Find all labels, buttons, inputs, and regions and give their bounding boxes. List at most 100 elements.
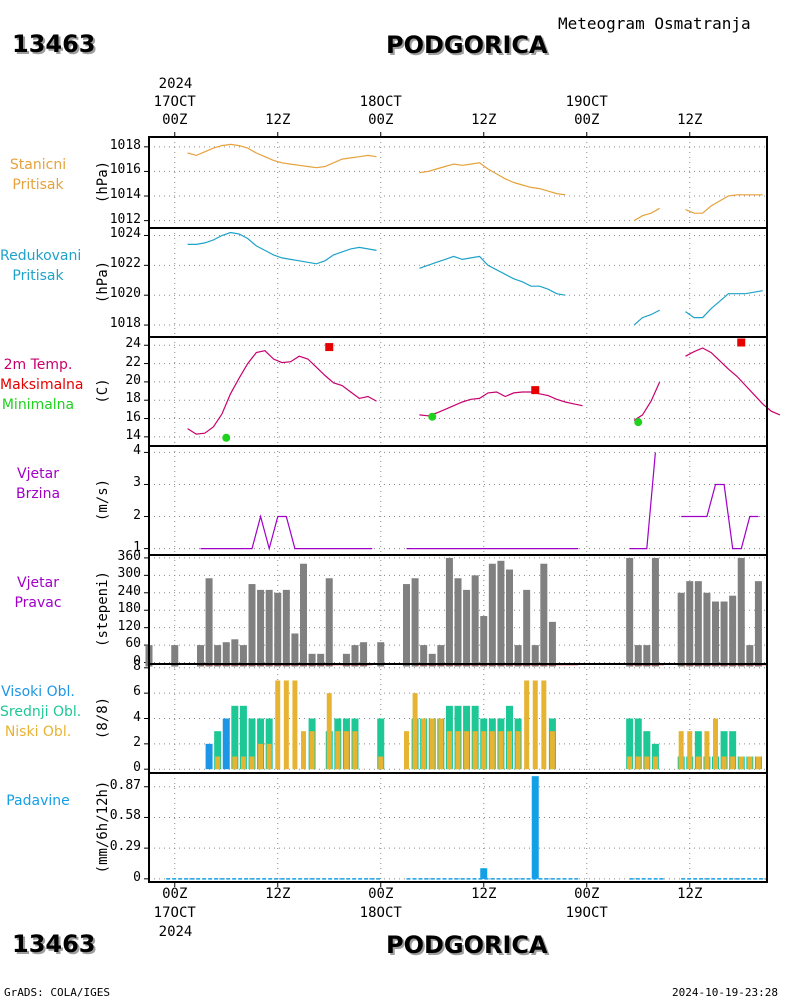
bottom-axis-date-label: 19OCT [565, 905, 608, 921]
wind-direction-bar [634, 645, 642, 667]
y-tick-label: 240 [117, 583, 141, 599]
y-tick-label: 120 [117, 618, 141, 634]
wind-direction-bar [239, 645, 247, 667]
high-cloud-bar [222, 718, 230, 770]
y-tick-label: 0 [133, 653, 141, 669]
mid-cloud-bar [214, 731, 222, 770]
low-cloud-bar [301, 731, 306, 770]
low-cloud-bar [472, 731, 478, 770]
y-tick-label: 1016 [109, 162, 141, 178]
panel-label: Redukovani [0, 248, 82, 264]
wind-direction-bar [497, 560, 505, 667]
wind-direction-bar [197, 645, 204, 667]
min-temp-marker [634, 418, 643, 427]
wind-direction-bar [325, 578, 333, 667]
y-tick-label: 0.58 [109, 808, 141, 824]
low-cloud-bar [438, 718, 444, 770]
panel-label: Pritisak [12, 268, 64, 284]
temperature-line [685, 347, 781, 416]
temperature-line [633, 381, 661, 421]
panel-label: Brzina [15, 486, 61, 502]
reduced_pressure-line [633, 309, 660, 326]
wind-direction-bar [754, 581, 762, 667]
credit-text: GrADS: COLA/IGES [4, 986, 110, 999]
low-cloud-bar [232, 756, 238, 770]
y-tick-label: 1018 [109, 316, 141, 332]
y-tick-label: 18 [125, 391, 141, 407]
panel-unit-label: (mm/6h/12h) [95, 780, 111, 873]
wind-direction-bar [488, 563, 496, 667]
wind-direction-bar [257, 589, 265, 667]
wind-direction-bar [531, 645, 539, 667]
top-axis-time-label: 12Z [677, 112, 703, 128]
panel-frame [148, 772, 768, 883]
low-cloud-bar [713, 718, 718, 770]
bottom-axis-date-label: 18OCT [359, 905, 402, 921]
y-tick-label: 1022 [109, 256, 141, 272]
low-cloud-bar [515, 731, 521, 770]
wind-direction-bar [686, 581, 694, 667]
low-cloud-bar [464, 731, 470, 770]
bottom-axis-time-label: 00Z [162, 886, 188, 902]
station-name-top: PODGORICA [386, 31, 548, 59]
panel-label: Srednji Obl. [0, 704, 82, 720]
y-tick-label: 6 [133, 684, 141, 700]
low-cloud-bar [498, 731, 504, 770]
y-tick-label: 22 [125, 354, 141, 370]
wind-direction-bar [540, 563, 548, 667]
wind-direction-bar [205, 578, 213, 667]
low-cloud-bar [292, 680, 298, 770]
mid-cloud-bar [248, 718, 256, 770]
wind-direction-bar [171, 645, 179, 667]
low-cloud-bar [507, 731, 512, 770]
low-cloud-bar [532, 680, 538, 770]
top-axis-time-label: 00Z [368, 112, 394, 128]
wind-direction-bar [651, 557, 659, 667]
y-tick-label: 8 [133, 658, 141, 674]
station-name-bottom: PODGORICA [386, 931, 548, 959]
panel-frame [148, 445, 768, 556]
mid-cloud-bar [377, 718, 385, 770]
low-cloud-bar [730, 756, 736, 770]
y-tick-label: 0 [133, 760, 141, 776]
wind-direction-bar [643, 645, 651, 667]
wind_speed-line [681, 483, 759, 550]
low-cloud-bar [455, 731, 461, 770]
low-cloud-bar [240, 756, 246, 770]
wind-direction-bar [746, 645, 754, 667]
wind_speed-line [200, 514, 373, 551]
bottom-axis-date-label: 17OCT [153, 905, 196, 921]
low-cloud-bar [489, 731, 495, 770]
y-tick-label: 0.87 [109, 777, 141, 793]
reduced_pressure-line [419, 255, 566, 296]
y-tick-label: 24 [125, 336, 141, 352]
wind-direction-bar [428, 653, 436, 667]
wind-direction-bar [231, 639, 239, 667]
max-temp-marker [325, 343, 334, 352]
reduced_pressure-line [685, 290, 763, 319]
low-cloud-bar [283, 680, 289, 770]
top-axis-time-label: 12Z [265, 112, 291, 128]
low-cloud-bar [678, 731, 684, 770]
panel-label: Visoki Obl. [1, 684, 75, 700]
panel-label: Vjetar [17, 575, 59, 591]
wind-direction-bar [677, 592, 685, 667]
y-tick-label: 16 [125, 409, 141, 425]
y-tick-label: 1014 [109, 187, 141, 203]
low-cloud-bar [627, 756, 633, 770]
mid-cloud-bar [720, 731, 728, 770]
low-cloud-bar [644, 756, 650, 770]
min-temp-marker [222, 433, 231, 442]
wind-direction-bar [291, 633, 299, 667]
panel-label: 2m Temp. [3, 357, 73, 373]
wind-direction-bar [463, 589, 471, 667]
max-temp-marker [531, 386, 540, 395]
y-tick-label: 0.29 [109, 839, 141, 855]
reduced_pressure-line [187, 231, 377, 265]
wind-direction-bar [317, 653, 325, 667]
precip-bar [480, 868, 488, 879]
wind-direction-bar [377, 642, 385, 667]
low-cloud-bar [378, 756, 384, 770]
chart-subtitle: Meteogram Osmatranja [558, 14, 751, 33]
